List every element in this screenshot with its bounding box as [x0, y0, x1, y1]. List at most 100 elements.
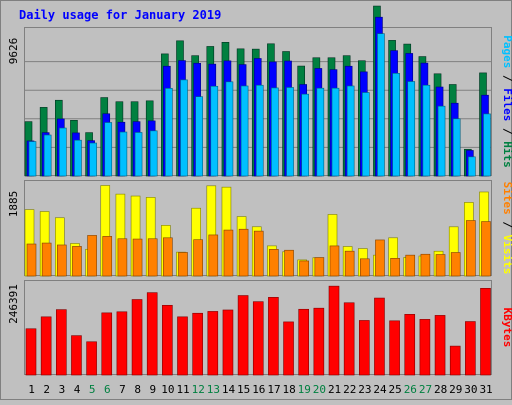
- bar-sites-day-20: [314, 257, 325, 277]
- bar-pages-day-21: [331, 87, 340, 177]
- panel-kbytes-max-label: 246391: [7, 284, 20, 324]
- series-label-part: Hits: [501, 141, 512, 168]
- bar-sites-day-26: [405, 254, 416, 277]
- x-tick-label-day-24: 24: [373, 383, 387, 396]
- x-tick-label-day-19: 19: [298, 383, 311, 396]
- x-tick-label-day-7: 7: [119, 383, 126, 396]
- x-tick-label-day-2: 2: [43, 383, 50, 396]
- bar-pages-day-11: [180, 79, 188, 177]
- x-tick-label-day-10: 10: [161, 383, 174, 396]
- bar-pages-day-7: [119, 131, 128, 177]
- bar-pages-day-22: [346, 85, 355, 177]
- x-tick-label-day-11: 11: [176, 383, 189, 396]
- bar-kbytes-day-20: [313, 307, 325, 376]
- bar-sites-day-10: [163, 237, 173, 277]
- bar-kbytes-day-19: [298, 308, 310, 376]
- bar-sites-day-25: [390, 258, 400, 277]
- bar-kbytes-day-25: [389, 320, 400, 376]
- bar-pages-day-13: [210, 85, 219, 177]
- panel-hits-series-label: Pages / Files / Hits: [501, 35, 512, 168]
- bar-kbytes-day-31: [480, 288, 491, 376]
- series-label-part: /: [501, 215, 512, 235]
- series-label-part: Pages: [501, 35, 512, 68]
- bar-kbytes-day-9: [146, 292, 158, 376]
- bar-kbytes-day-27: [419, 319, 431, 376]
- series-label-part: Visits: [501, 235, 512, 275]
- bar-pages-day-8: [134, 132, 143, 177]
- bar-sites-day-16: [253, 230, 264, 277]
- panel-hits-max-label: 9626: [7, 38, 20, 65]
- bar-pages-day-23: [361, 92, 370, 177]
- bar-kbytes-day-30: [465, 321, 476, 376]
- bar-kbytes-day-10: [162, 304, 173, 376]
- bar-kbytes-day-11: [177, 316, 188, 376]
- bar-sites-day-17: [269, 249, 279, 277]
- bar-sites-day-14: [223, 229, 234, 277]
- bar-pages-day-16: [255, 84, 264, 177]
- bar-kbytes-day-1: [25, 328, 37, 376]
- bar-sites-day-24: [375, 239, 385, 277]
- bar-kbytes-day-29: [449, 345, 461, 376]
- x-tick-label-day-1: 1: [28, 383, 35, 396]
- bar-sites-day-21: [329, 245, 340, 277]
- bar-sites-day-29: [450, 252, 461, 277]
- x-tick-label-day-23: 23: [358, 383, 371, 396]
- bar-sites-day-13: [208, 234, 219, 277]
- bar-pages-day-30: [468, 156, 476, 177]
- bar-pages-day-10: [165, 88, 173, 177]
- bar-pages-day-1: [28, 141, 37, 177]
- panel-visits-series-label: Sites / Visits: [501, 182, 512, 275]
- bar-sites-day-4: [72, 246, 82, 277]
- bar-pages-day-26: [407, 81, 416, 177]
- bar-kbytes-day-8: [131, 299, 143, 376]
- x-tick-label-day-17: 17: [267, 383, 280, 396]
- series-label-part: /: [501, 121, 512, 141]
- bar-kbytes-day-24: [374, 297, 385, 376]
- bar-kbytes-day-21: [328, 285, 340, 376]
- bar-pages-day-5: [89, 142, 97, 177]
- chart-title: Daily usage for January 2019: [19, 8, 221, 22]
- bar-pages-day-12: [195, 96, 203, 177]
- bar-sites-day-8: [132, 238, 143, 277]
- bar-sites-day-30: [466, 220, 476, 277]
- bar-sites-day-27: [420, 253, 431, 277]
- bar-sites-day-15: [238, 228, 249, 277]
- bar-pages-day-14: [225, 81, 234, 177]
- x-tick-label-day-28: 28: [434, 383, 447, 396]
- bar-kbytes-day-3: [55, 309, 67, 376]
- bar-sites-day-9: [147, 238, 158, 277]
- bar-kbytes-day-18: [283, 321, 294, 376]
- bar-kbytes-day-23: [358, 320, 370, 376]
- x-tick-label-day-4: 4: [74, 383, 81, 396]
- bar-pages-day-24: [377, 33, 385, 177]
- bar-pages-day-6: [104, 122, 113, 177]
- bar-kbytes-day-14: [222, 309, 234, 376]
- series-label-part: Files: [501, 88, 512, 121]
- x-tick-label-day-30: 30: [464, 383, 477, 396]
- bar-sites-day-12: [193, 239, 203, 277]
- bar-kbytes-day-12: [192, 312, 203, 376]
- bar-sites-day-18: [284, 249, 294, 277]
- bar-kbytes-day-22: [343, 302, 355, 376]
- bar-pages-day-2: [43, 134, 52, 177]
- bar-kbytes-day-13: [207, 311, 219, 376]
- series-label-part: KBytes: [501, 308, 512, 348]
- bar-pages-day-31: [483, 113, 491, 177]
- bar-sites-day-22: [344, 250, 355, 277]
- bar-kbytes-day-4: [71, 335, 82, 376]
- bar-kbytes-day-7: [116, 311, 128, 376]
- bar-kbytes-day-26: [404, 314, 416, 376]
- panel-visits-max-label: 1885: [7, 191, 20, 218]
- bar-sites-day-19: [299, 260, 310, 277]
- x-tick-label-day-14: 14: [222, 383, 236, 396]
- bar-kbytes-day-2: [40, 316, 52, 376]
- series-label-part: Sites: [501, 182, 512, 215]
- x-tick-label-day-13: 13: [207, 383, 220, 396]
- series-label-part: /: [501, 68, 512, 88]
- panel-kbytes-series-label: KBytes: [501, 308, 512, 348]
- bar-pages-day-27: [422, 84, 431, 177]
- x-tick-label-day-20: 20: [313, 383, 326, 396]
- bar-pages-day-17: [271, 87, 279, 177]
- bar-sites-day-5: [87, 235, 97, 277]
